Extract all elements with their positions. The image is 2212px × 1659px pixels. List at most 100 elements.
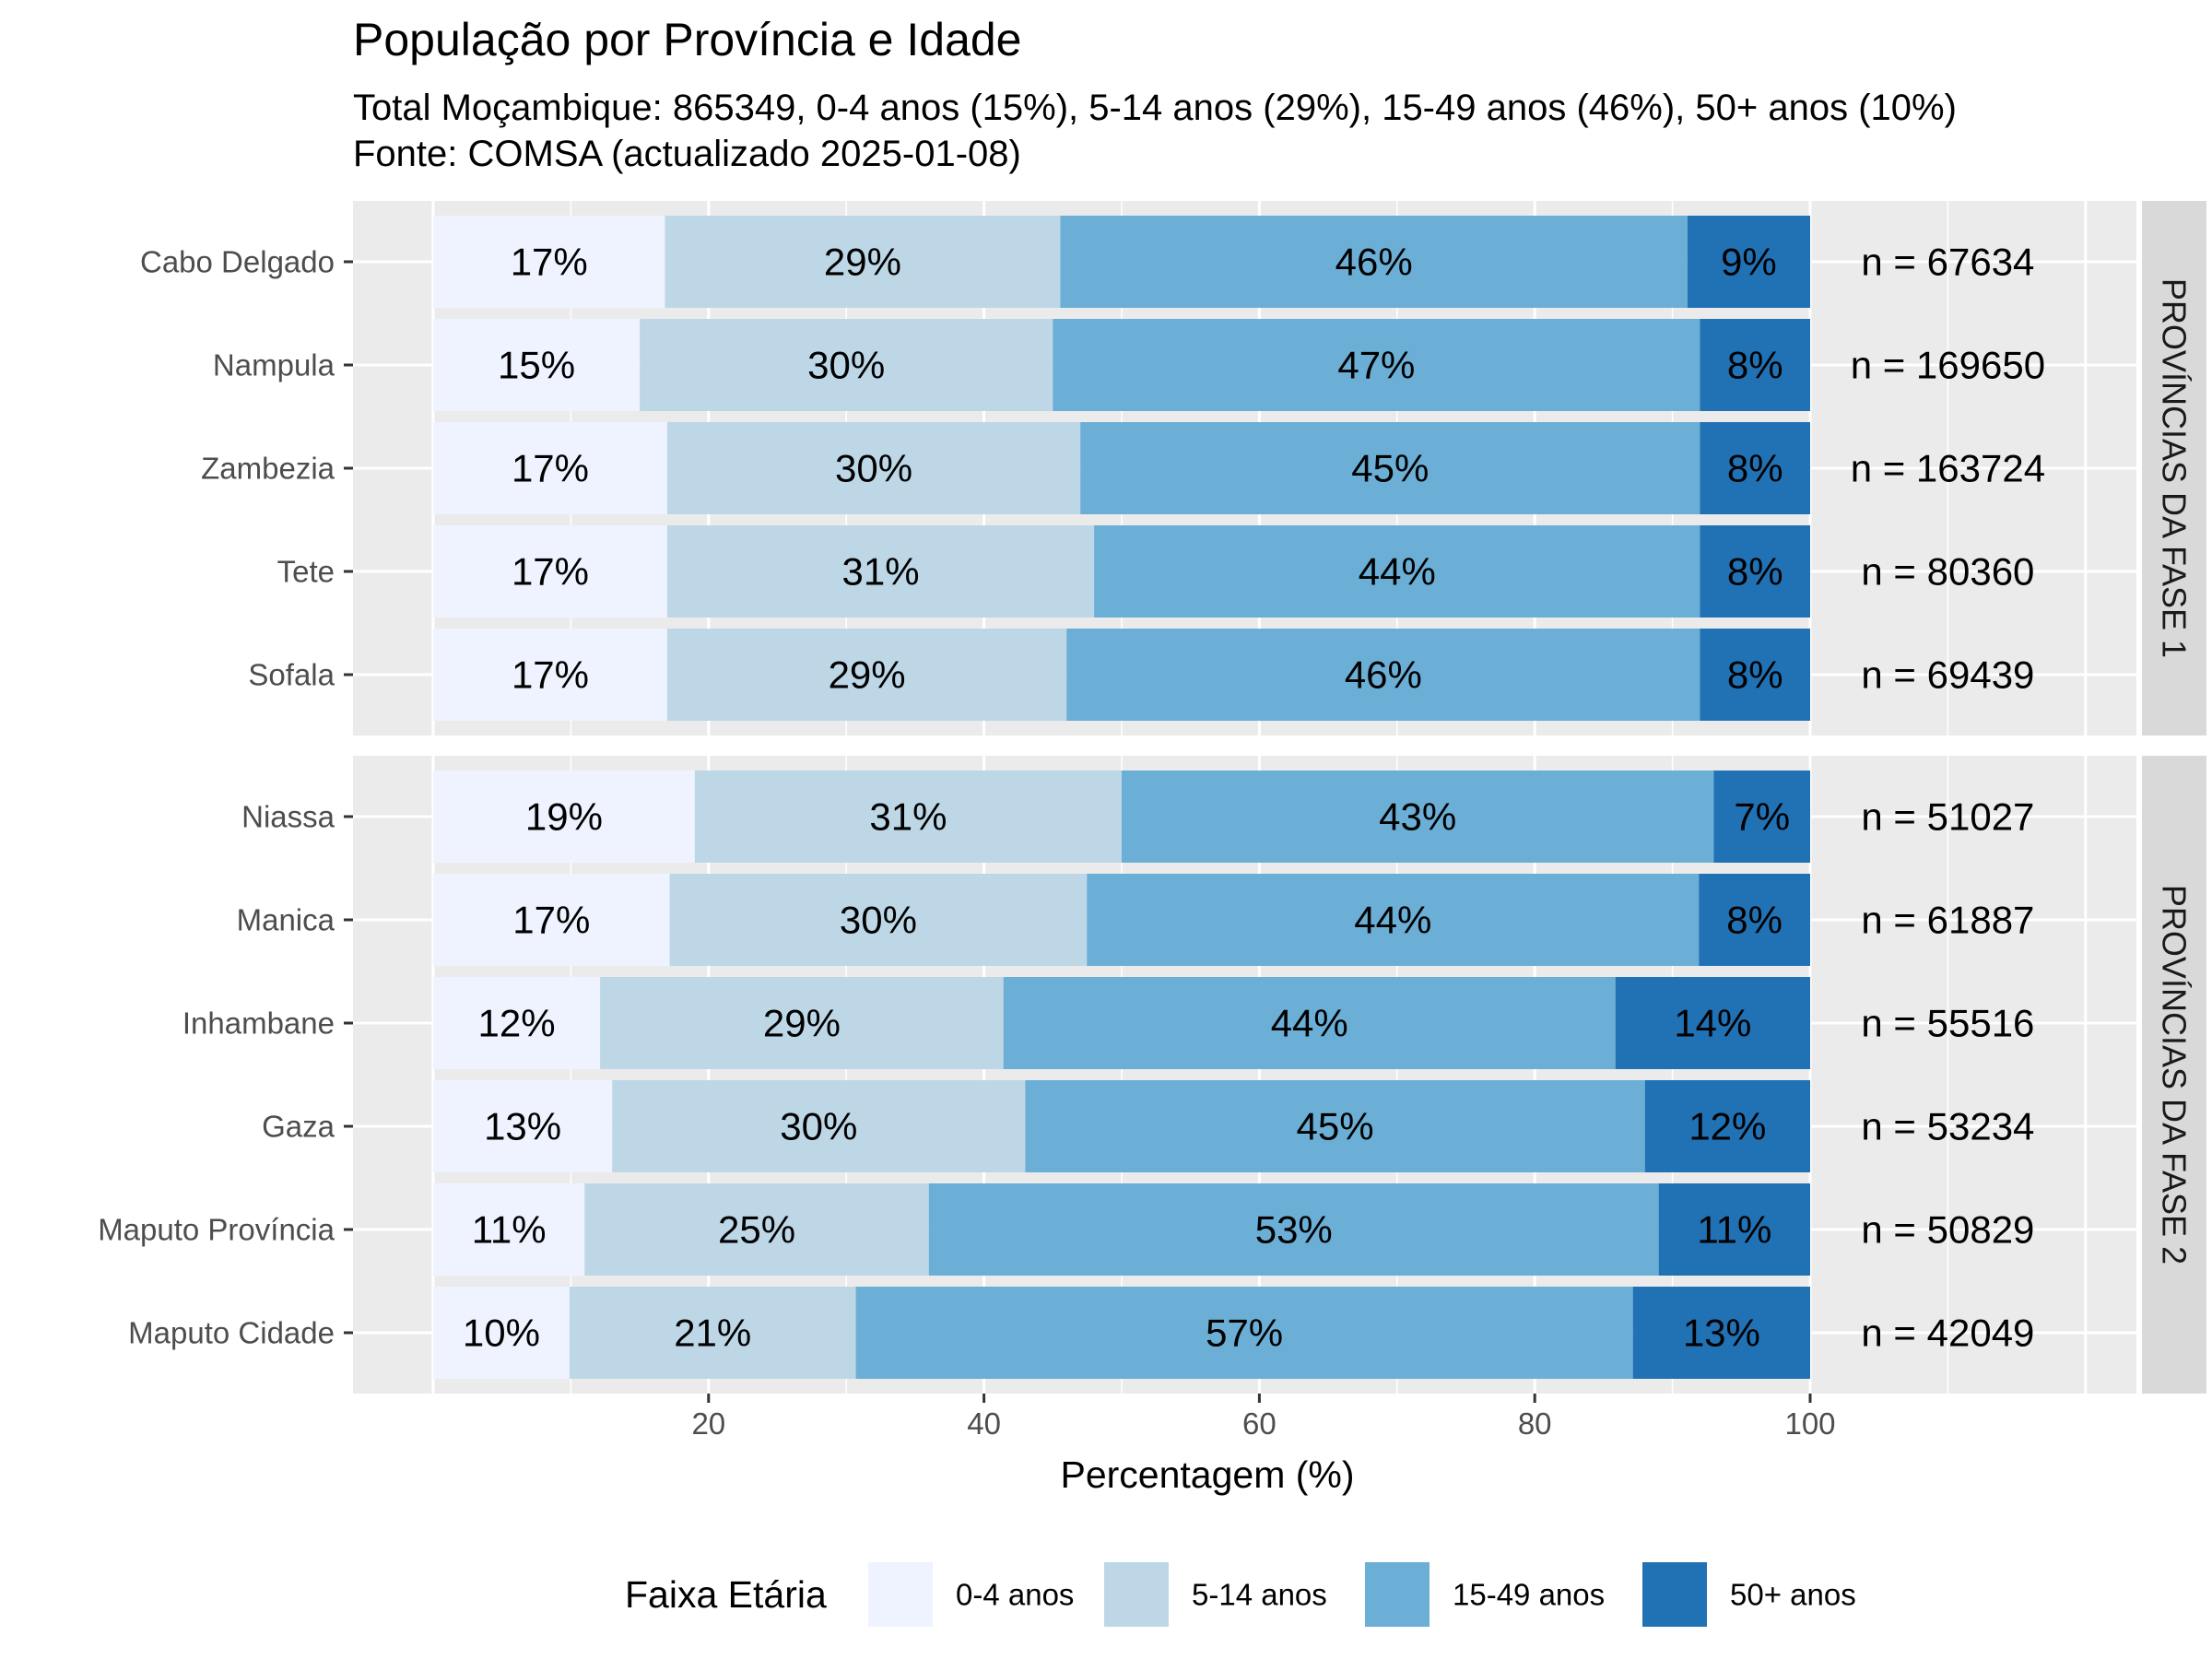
bar-segment [1060, 216, 1688, 308]
bar-segment [1644, 1080, 1810, 1172]
x-axis-label: Percentagem (%) [1060, 1453, 1354, 1496]
bar-data-label: 12% [478, 1002, 556, 1045]
sample-size-label: n = 163724 [1851, 447, 2045, 490]
bar-data-label: 19% [525, 795, 603, 839]
bar-data-label: 15% [498, 344, 575, 387]
bar-segment [666, 422, 1081, 514]
facet-strip [2142, 756, 2206, 1394]
bar-data-label: 17% [512, 447, 589, 490]
bar-segment [1094, 525, 1700, 618]
legend-key [1365, 1562, 1430, 1627]
bar-segment [433, 1287, 570, 1379]
bar-data-label: 8% [1727, 550, 1783, 594]
bar-data-label: 17% [512, 899, 590, 942]
y-tick-label: Manica [237, 903, 335, 937]
bar-data-label: 11% [1697, 1208, 1771, 1252]
bar-data-label: 53% [1255, 1208, 1333, 1252]
bar-segment [1025, 1080, 1645, 1172]
legend-label: 50+ anos [1730, 1578, 1856, 1612]
bar-data-label: 8% [1727, 653, 1783, 697]
y-tick-label: Inhambane [182, 1006, 335, 1041]
bar-segment [433, 216, 665, 308]
bar-data-label: 29% [829, 653, 906, 697]
bar-segment [1632, 1287, 1810, 1379]
bar-data-label: 17% [511, 241, 588, 284]
facet-strip [2142, 201, 2206, 735]
chart-title: População por Província e Idade [353, 14, 1022, 65]
bar-segment [694, 771, 1122, 863]
chart-source: Fonte: COMSA (actualizado 2025-01-08) [353, 134, 1021, 174]
bar-segment [1700, 629, 1810, 721]
bar-segment [433, 771, 695, 863]
bar-segment [1066, 629, 1700, 721]
plot-area: PROVÍNCIAS DA FASE 1 Cabo Delgado 17% 29% 46… [98, 201, 2206, 1441]
y-tick-label: Nampula [213, 348, 335, 382]
bar-segment [433, 422, 667, 514]
sample-size-label: n = 67634 [1861, 241, 2034, 284]
sample-size-label: n = 61887 [1861, 899, 2034, 942]
bar-segment [433, 1183, 585, 1276]
y-tick-label: Sofala [248, 658, 335, 692]
bar-segment [1687, 216, 1810, 308]
bar-segment [665, 216, 1061, 308]
bar-data-label: 29% [763, 1002, 841, 1045]
bar-segment [433, 874, 670, 966]
bar-segment [600, 977, 1004, 1069]
bar-data-label: 9% [1721, 241, 1777, 284]
bar-segment [666, 629, 1067, 721]
bar-segment [1003, 977, 1616, 1069]
bar-data-label: 25% [718, 1208, 795, 1252]
bar-data-label: 17% [512, 653, 589, 697]
bar-segment [640, 319, 1053, 411]
bar-data-label: 30% [835, 447, 912, 490]
bar-data-label: 13% [1683, 1312, 1760, 1355]
bar-segment [1080, 422, 1700, 514]
bar-segment [1700, 422, 1810, 514]
bar-data-label: 30% [807, 344, 885, 387]
x-tick-label: 40 [967, 1406, 1001, 1441]
bar-segment [433, 525, 667, 618]
sample-size-label: n = 55516 [1861, 1002, 2034, 1045]
legend-label: 5-14 anos [1192, 1578, 1327, 1612]
bar-data-label: 10% [463, 1312, 540, 1355]
bar-segment [1658, 1183, 1810, 1276]
legend-key [1104, 1562, 1169, 1627]
y-tick-label: Maputo Cidade [128, 1316, 335, 1350]
bar-data-label: 13% [484, 1105, 561, 1148]
bar-data-label: 46% [1345, 653, 1422, 697]
x-tick-label: 20 [691, 1406, 725, 1441]
bar-segment [433, 319, 641, 411]
bar-segment [1700, 319, 1810, 411]
legend-title: Faixa Etária [625, 1573, 827, 1616]
bar-segment [928, 1183, 1659, 1276]
bar-segment [1053, 319, 1700, 411]
bar-data-label: 14% [1674, 1002, 1751, 1045]
bar-segment [584, 1183, 929, 1276]
bar-data-label: 46% [1335, 241, 1413, 284]
bar-segment [433, 977, 601, 1069]
facet-strip-label: PROVÍNCIAS DA FASE 2 [2156, 885, 2194, 1265]
bar-segment [855, 1287, 1633, 1379]
y-tick-label: Niassa [241, 800, 335, 834]
bar-segment [1122, 771, 1714, 863]
sample-size-label: n = 42049 [1861, 1312, 2034, 1355]
bar-data-label: 11% [472, 1208, 547, 1252]
bar-segment [669, 874, 1088, 966]
bar-data-label: 30% [780, 1105, 857, 1148]
bar-segment [433, 1080, 613, 1172]
bar-data-label: 21% [674, 1312, 751, 1355]
y-tick-label: Maputo Província [98, 1213, 335, 1247]
bar-data-label: 57% [1206, 1312, 1283, 1355]
x-tick-label: 100 [1784, 1406, 1835, 1441]
bar-data-label: 7% [1734, 795, 1790, 839]
y-tick-label: Zambezia [201, 452, 335, 486]
bar-segment [1699, 874, 1810, 966]
bar-data-label: 17% [512, 550, 589, 594]
x-tick-label: 80 [1518, 1406, 1552, 1441]
bar-data-label: 44% [1354, 899, 1431, 942]
bar-data-label: 31% [869, 795, 947, 839]
bar-segment [1087, 874, 1700, 966]
bar-data-label: 8% [1726, 899, 1783, 942]
legend-key [1642, 1562, 1707, 1627]
